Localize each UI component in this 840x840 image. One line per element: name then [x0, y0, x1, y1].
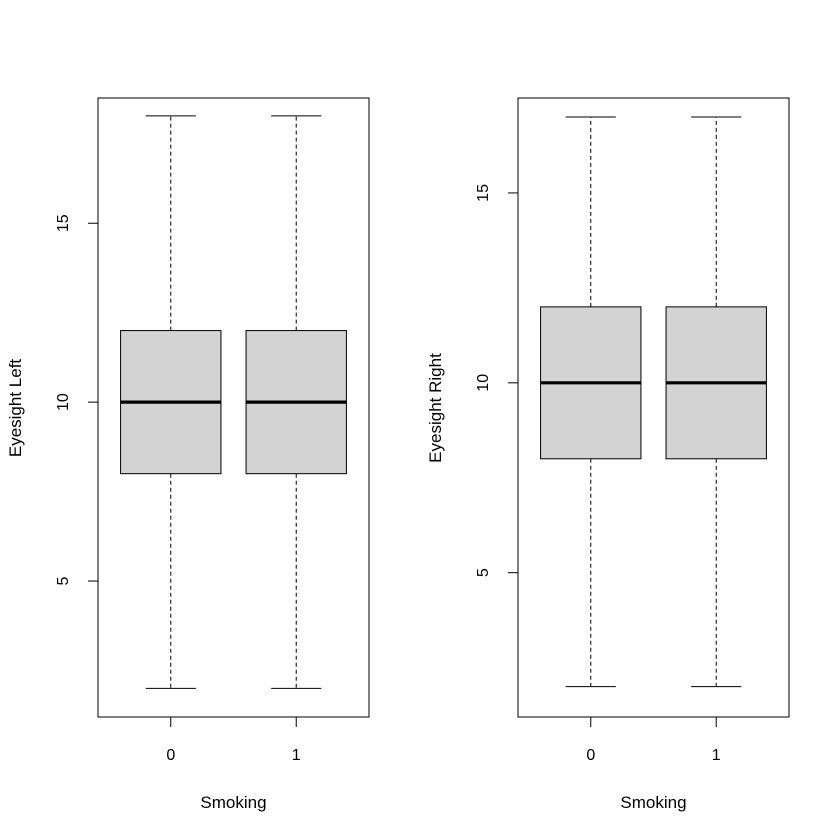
y-axis-title: Eyesight Right: [426, 353, 445, 463]
y-tick-label: 10: [475, 374, 492, 392]
box-group-0: [120, 115, 222, 689]
y-tick-label: 10: [55, 393, 72, 411]
x-axis-title: Smoking: [620, 793, 686, 812]
y-axis: 5 10 15: [55, 214, 99, 585]
x-tick-label: 1: [292, 747, 301, 764]
y-tick-label: 15: [55, 214, 72, 232]
y-axis: 5 10 15: [475, 184, 519, 577]
y-tick-label: 15: [475, 184, 492, 202]
x-axis-title: Smoking: [200, 793, 266, 812]
x-tick-label: 0: [166, 747, 175, 764]
x-tick-label: 0: [586, 747, 595, 764]
y-tick-label: 5: [55, 576, 72, 585]
box-group-1: [245, 115, 347, 689]
y-tick-label: 5: [475, 568, 492, 577]
x-tick-label: 1: [712, 747, 721, 764]
box-group-0: [540, 116, 642, 688]
y-axis-title: Eyesight Left: [6, 359, 25, 458]
box-group-1: [665, 116, 767, 688]
